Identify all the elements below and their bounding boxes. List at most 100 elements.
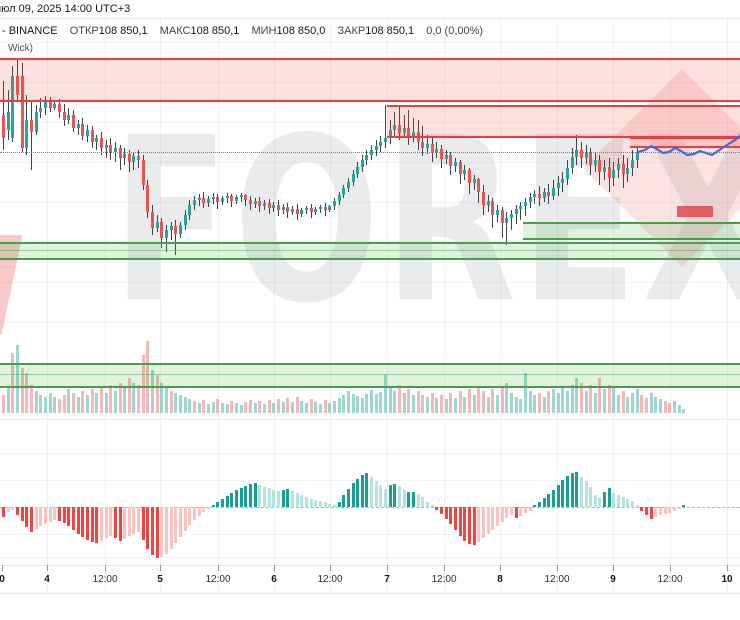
volume-bar bbox=[324, 400, 327, 413]
candle-body bbox=[95, 138, 98, 142]
candle-wick bbox=[171, 222, 172, 240]
time-axis-tick bbox=[727, 565, 728, 571]
volume-bar bbox=[49, 393, 52, 413]
volume-bar bbox=[77, 397, 80, 413]
volume-bar bbox=[263, 404, 266, 413]
volume-bar bbox=[477, 387, 480, 413]
time-axis-tick bbox=[47, 565, 48, 571]
volume-bar bbox=[552, 389, 555, 413]
macd-bar bbox=[258, 485, 261, 507]
macd-bar bbox=[612, 493, 615, 507]
high-value: 108 850,1 bbox=[190, 25, 240, 37]
time-axis-label: 7 bbox=[384, 574, 390, 585]
volume-bar bbox=[7, 388, 10, 413]
macd-bar bbox=[100, 507, 103, 541]
macd-bar bbox=[468, 507, 471, 544]
macd-bar bbox=[398, 486, 401, 507]
candle-body bbox=[86, 130, 89, 136]
macd-bar bbox=[365, 473, 368, 507]
volume-bar bbox=[95, 393, 98, 413]
volume-bar bbox=[137, 385, 140, 413]
macd-bar bbox=[491, 507, 494, 530]
candle-body bbox=[240, 195, 243, 197]
candle-body bbox=[515, 209, 518, 214]
macd-bar bbox=[207, 507, 210, 509]
volume-bar bbox=[286, 398, 289, 413]
volume-bar bbox=[659, 399, 662, 413]
volume-bar bbox=[25, 373, 28, 413]
candle-body bbox=[198, 198, 201, 200]
candle-body bbox=[221, 198, 224, 202]
candle-body bbox=[594, 160, 597, 165]
candle-wick bbox=[320, 205, 321, 213]
volume-bar bbox=[146, 341, 149, 413]
candle-body bbox=[435, 149, 438, 153]
candle-body bbox=[146, 185, 149, 212]
macd-bar bbox=[463, 507, 466, 541]
ohlc-legend[interactable]: - BINANCE ОТКР108 850,1 МАКС108 850,1 МИ… bbox=[2, 25, 483, 37]
macd-bar bbox=[659, 507, 662, 515]
volume-bar bbox=[342, 395, 345, 413]
macd-bar bbox=[403, 490, 406, 507]
candle-body bbox=[622, 164, 625, 174]
grid-vline bbox=[47, 18, 48, 593]
volume-bar bbox=[365, 394, 368, 413]
macd-bar bbox=[505, 507, 508, 518]
grid-hline bbox=[0, 453, 740, 454]
volume-bar bbox=[589, 385, 592, 413]
candle-body bbox=[114, 148, 117, 152]
time-axis-tick bbox=[613, 565, 614, 571]
macd-bar bbox=[594, 495, 597, 507]
volume-bar bbox=[510, 393, 513, 413]
grid-vline bbox=[500, 18, 501, 593]
volume-bar bbox=[207, 404, 210, 413]
grid-hline bbox=[0, 282, 740, 283]
time-axis-tick bbox=[105, 565, 106, 571]
volume-bar bbox=[310, 399, 313, 413]
volume-bar bbox=[86, 395, 89, 413]
volume-bar bbox=[421, 395, 424, 413]
macd-bar bbox=[16, 507, 19, 515]
time-axis-label: 0 bbox=[0, 574, 5, 585]
volume-bar bbox=[179, 395, 182, 413]
volume-bar bbox=[21, 368, 24, 413]
macd-bar bbox=[496, 507, 499, 526]
volume-bar bbox=[673, 401, 676, 413]
candle-wick bbox=[516, 205, 517, 224]
candle-body bbox=[2, 115, 5, 138]
candle-body bbox=[258, 201, 261, 206]
volume-bar bbox=[384, 375, 387, 413]
candle-body bbox=[459, 162, 462, 174]
candle-body bbox=[272, 205, 275, 208]
volume-bar bbox=[403, 393, 406, 413]
grid-hline bbox=[0, 42, 740, 43]
candle-body bbox=[393, 125, 396, 130]
time-axis[interactable]: 0 4 12:00 5 12:00 6 12:00 7 12:00 8 12:00 9 12:00 10 bbox=[0, 565, 740, 595]
axis-separator bbox=[0, 565, 740, 566]
volume-bar bbox=[515, 397, 518, 413]
volume-bar bbox=[282, 402, 285, 413]
low-value: 108 850,0 bbox=[276, 25, 326, 37]
volume-bar bbox=[123, 388, 126, 413]
time-axis-label: 8 bbox=[497, 574, 503, 585]
candle-body bbox=[440, 149, 443, 159]
volume-bar bbox=[142, 355, 145, 413]
volume-bar bbox=[319, 404, 322, 413]
candle-body bbox=[244, 195, 247, 200]
candle-body bbox=[626, 168, 629, 174]
macd-bar bbox=[561, 480, 564, 507]
volume-bar bbox=[538, 393, 541, 413]
grid-hline bbox=[0, 557, 740, 558]
volume-bar bbox=[668, 403, 671, 413]
volume-bar bbox=[277, 399, 280, 413]
candle-body bbox=[636, 152, 639, 160]
volume-bar bbox=[501, 387, 504, 413]
candle-body bbox=[608, 167, 611, 178]
supply-zone bbox=[387, 105, 740, 138]
macd-bar bbox=[589, 487, 592, 507]
volume-bar bbox=[379, 392, 382, 413]
candle-wick bbox=[408, 110, 409, 145]
volume-bar bbox=[473, 395, 476, 413]
